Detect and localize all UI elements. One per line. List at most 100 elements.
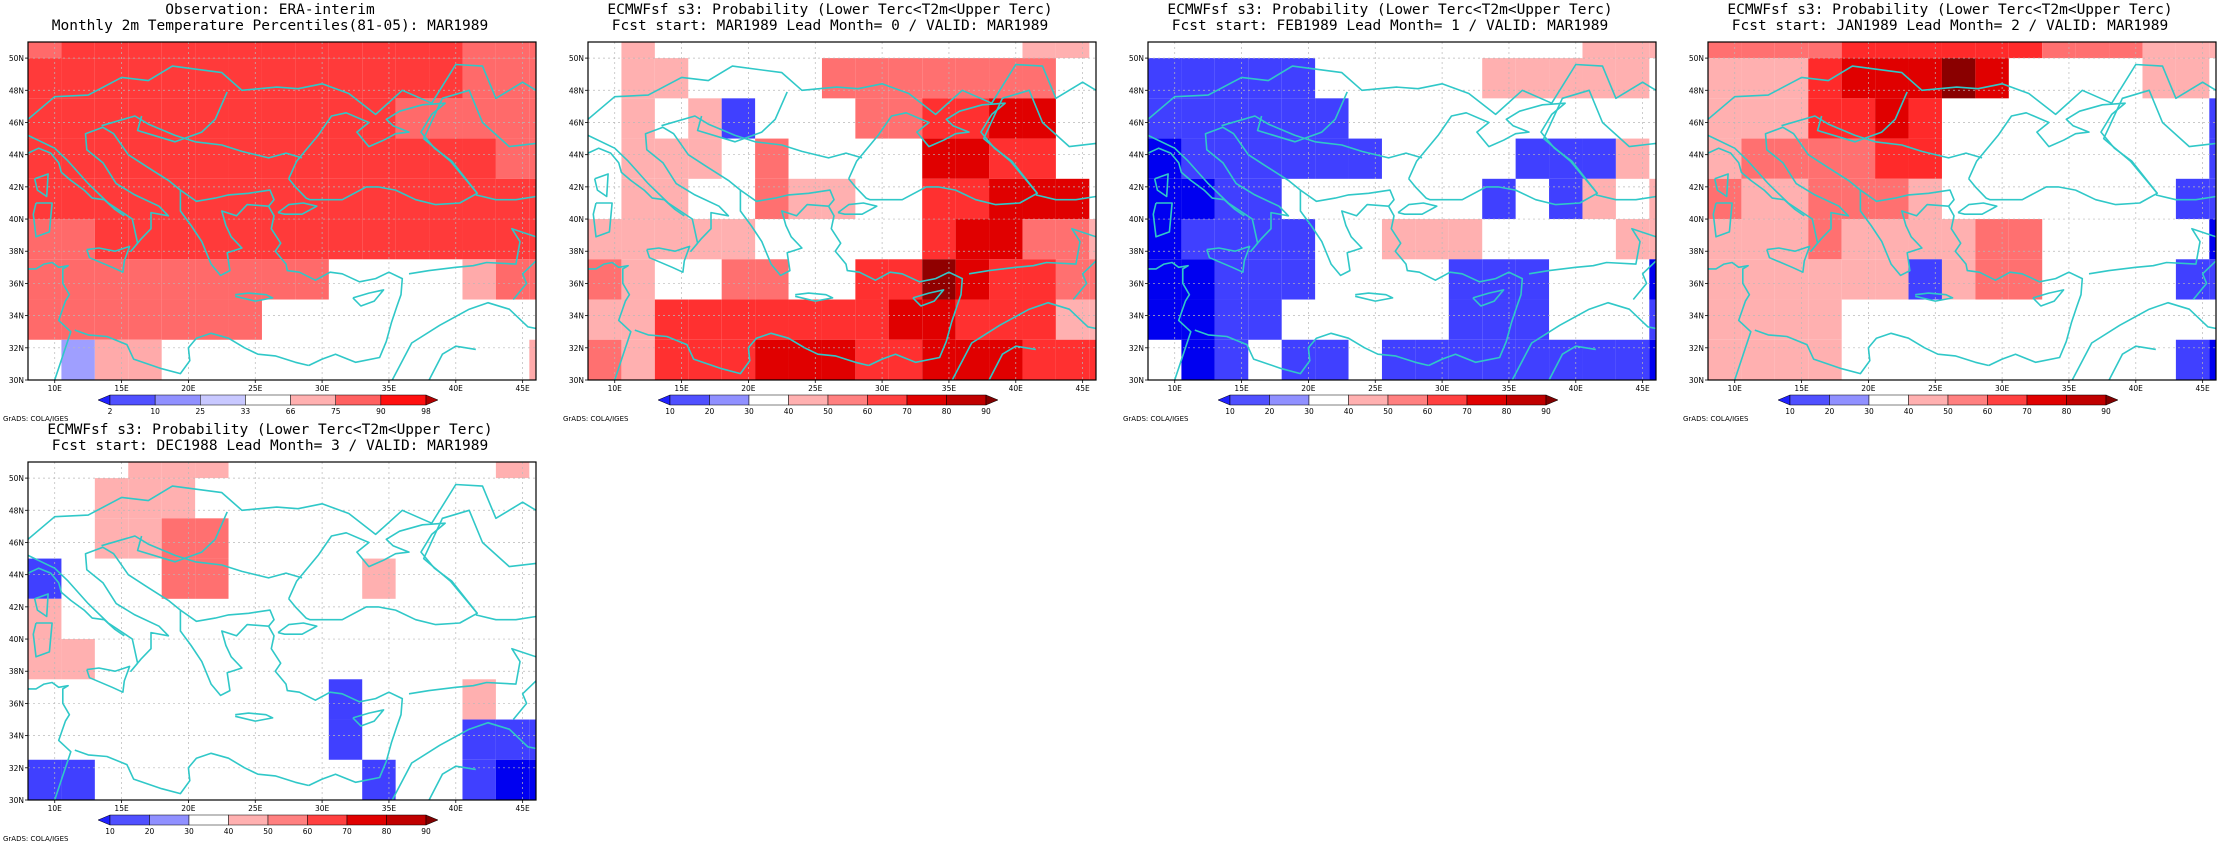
graticule [1148, 42, 1656, 381]
grid-cell [989, 98, 1023, 139]
grid-cell [462, 259, 496, 300]
grid-cell [1022, 259, 1056, 300]
grid-cell [989, 178, 1023, 220]
grid-cell [495, 259, 530, 300]
grid-cell [2175, 42, 2210, 59]
coastline [588, 261, 632, 380]
coastline [136, 511, 228, 563]
grid-cell [2142, 42, 2176, 59]
coastline [1397, 202, 1438, 215]
grid-cell [495, 759, 530, 800]
lat-tick-label: 50N [9, 54, 24, 63]
lat-tick-label: 36N [9, 699, 24, 708]
coastline [428, 765, 476, 800]
lon-tick-label: 15E [1234, 384, 1249, 393]
coastlines [1148, 63, 1656, 380]
coastline [696, 91, 788, 143]
grid-cell [94, 42, 129, 59]
grid-cell [94, 339, 129, 380]
grid-cell [621, 299, 655, 340]
lat-tick-label: 34N [9, 732, 24, 741]
map-plot: 10E 15E 20E 25E 30E 35E 40E 45E 30N 32N 34N 36N 38N 4… [9, 41, 537, 416]
lat-tick-label: 38N [1689, 247, 1704, 256]
lat-tick-label: 46N [1689, 118, 1704, 127]
grid-cell [462, 138, 496, 179]
grid-cell [161, 478, 196, 519]
colorbar-label: 40 [224, 827, 234, 836]
lat-tick-label: 34N [1129, 312, 1144, 321]
coastline [1152, 202, 1173, 238]
grads-credit: GrADS: COLA/IGES [1123, 415, 1189, 423]
grid-cell [1649, 219, 1656, 260]
colorbar-label: 2 [108, 407, 113, 416]
lon-tick-label: 20E [1301, 384, 1316, 393]
grid-cell [1515, 138, 1550, 179]
grid-cell [1615, 42, 1650, 59]
grid-cell [688, 339, 722, 380]
grid-cell [1055, 299, 1090, 340]
colorbar-segment [1387, 394, 1428, 406]
grid-cell [28, 759, 62, 800]
grid-cell [1482, 299, 1516, 340]
lat-tick-label: 36N [1689, 279, 1704, 288]
lat-tick-label: 42N [1129, 183, 1144, 192]
colorbar-segment [1308, 394, 1349, 406]
map-panel-lead-2: ECMWFsf s3: Probability (Lower Terc<T2m<… [1680, 0, 2240, 423]
coastline [1355, 292, 1394, 302]
coastline [1766, 245, 1811, 274]
grid-cell [61, 42, 95, 59]
coastline [1148, 63, 1656, 120]
coastline [588, 63, 1096, 120]
lat-tick-label: 36N [9, 279, 24, 288]
colorbar-segment [1789, 394, 1830, 406]
colorbar-label: 20 [1265, 407, 1275, 416]
coastline [391, 721, 536, 800]
panel-subtitle: Fcst start: DEC1988 Lead Month= 3 / VALI… [51, 438, 489, 454]
grid-cell [788, 299, 822, 340]
coastline [1859, 189, 1955, 207]
grid-cell [1089, 339, 1096, 380]
grid-cell [1148, 58, 1182, 99]
grid-cell [28, 299, 62, 340]
grid-cell [328, 719, 363, 760]
grid-cell [1908, 58, 1942, 99]
lon-tick-label: 20E [181, 384, 196, 393]
coastline [475, 614, 536, 621]
coastline [1632, 260, 1656, 301]
graticule [588, 42, 1096, 381]
coastline [1072, 260, 1096, 301]
colorbar-segment [906, 394, 947, 406]
lat-tick-label: 32N [569, 344, 584, 353]
lat-tick-label: 32N [1129, 344, 1144, 353]
grid-cell [1649, 259, 1656, 300]
grid-cell [61, 339, 95, 380]
grid-cell [1774, 299, 1809, 340]
panel-subtitle: Monthly 2m Temperature Percentiles(81-05… [51, 18, 489, 34]
grid-cell [1649, 42, 1656, 59]
grid-cell [1022, 58, 1056, 99]
coastline [592, 202, 613, 238]
colorbar-label: 90 [376, 407, 386, 416]
grid-cell [1941, 42, 1976, 59]
grid-cell [1774, 219, 1809, 260]
colorbar-segment [149, 814, 190, 826]
panel-subtitle: Fcst start: FEB1989 Lead Month= 1 / VALI… [1171, 18, 1609, 34]
colorbar-label: 70 [342, 827, 352, 836]
grid-cell [922, 58, 956, 99]
grid-cell [362, 219, 396, 260]
grid-cell [1741, 219, 1775, 260]
grid-cell [61, 299, 95, 340]
coastline [235, 292, 274, 302]
coastline [1708, 126, 2084, 367]
map-plot: 10E 15E 20E 25E 30E 35E 40E 45E 30N 32N 34N 36N 38N 4… [9, 461, 537, 836]
grid-cell [1055, 42, 1090, 59]
grid-cell [161, 58, 196, 99]
grid-cell [529, 259, 536, 300]
lat-tick-label: 40N [569, 215, 584, 224]
lat-tick-label: 32N [9, 764, 24, 773]
colorbar-label: 98 [421, 407, 431, 416]
grid-cell [989, 259, 1023, 300]
coastline [179, 189, 275, 207]
grid-cell [395, 219, 430, 260]
colorbar-label: 75 [331, 407, 341, 416]
